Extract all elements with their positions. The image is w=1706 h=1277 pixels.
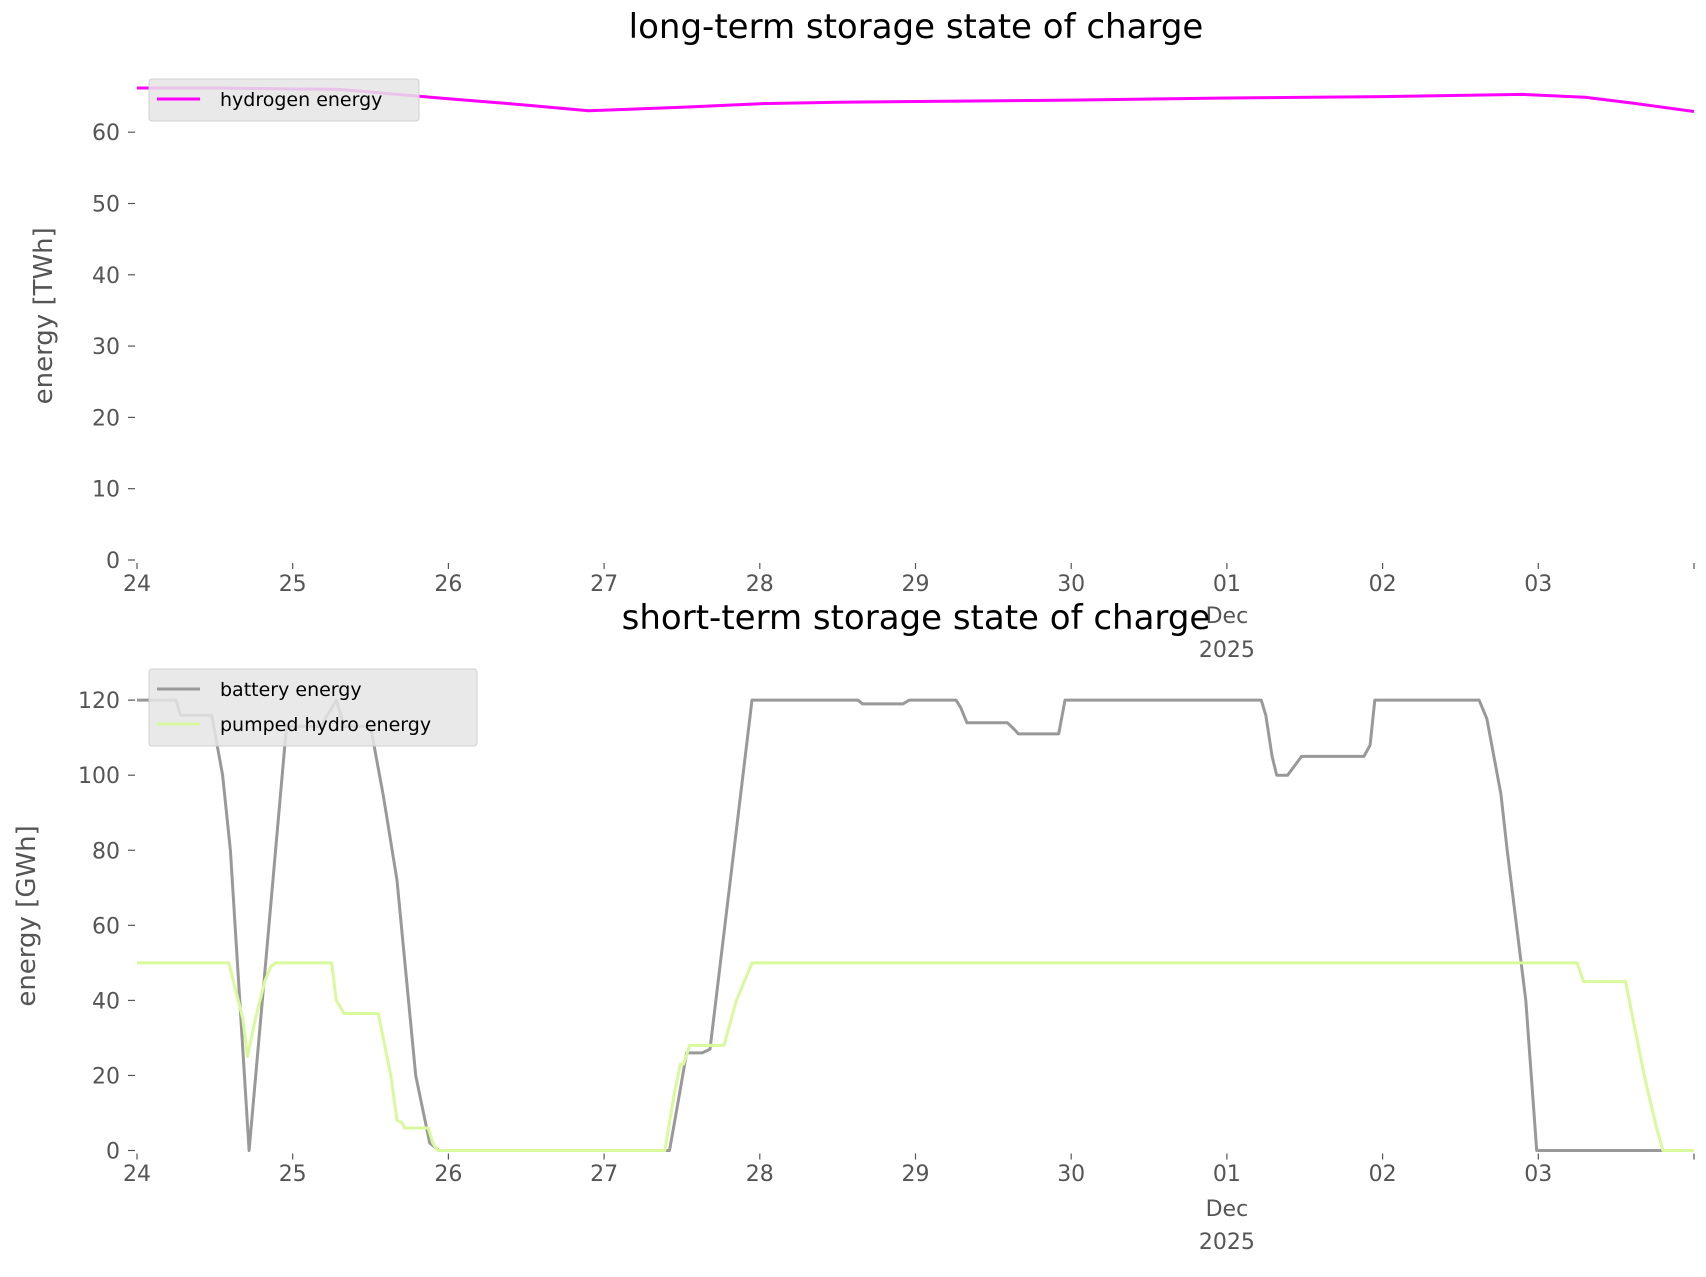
y-tick-label: 10 <box>92 478 120 503</box>
y-tick-label: 60 <box>92 121 120 146</box>
series-line-battery-energy <box>137 698 1694 1152</box>
x-tick-label: 29 <box>902 572 930 597</box>
x-tick-label: 27 <box>590 1162 618 1187</box>
x-tick-label: 24 <box>123 572 151 597</box>
y-tick-label: 120 <box>78 689 120 714</box>
x-tick-label: 27 <box>590 572 618 597</box>
x-tick-label: 30 <box>1057 1162 1085 1187</box>
x-tick-label: 03 <box>1524 1162 1552 1187</box>
y-tick-label: 40 <box>92 989 120 1014</box>
y-tick-label: 0 <box>106 549 120 574</box>
y-tick-label: 60 <box>92 914 120 939</box>
y-tick-label: 20 <box>92 1064 120 1089</box>
chart-title: long-term storage state of charge <box>629 7 1204 47</box>
y-axis-label: energy [TWh] <box>29 227 59 404</box>
x-tick-sublabel: 2025 <box>1199 1230 1255 1255</box>
legend-box <box>148 668 478 747</box>
legend-label: pumped hydro energy <box>220 714 431 736</box>
y-tick-label: 50 <box>92 193 120 218</box>
y-tick-label: 20 <box>92 406 120 431</box>
x-tick-label: 02 <box>1369 572 1397 597</box>
x-tick-label: 01 <box>1213 1162 1241 1187</box>
y-axis-label: energy [GWh] <box>12 825 42 1006</box>
x-tick-sublabel: Dec <box>1206 1197 1249 1222</box>
y-tick-label: 40 <box>92 264 120 289</box>
legend-label: battery energy <box>220 679 362 701</box>
x-tick-label: 25 <box>279 572 307 597</box>
y-tick-label: 0 <box>106 1140 120 1165</box>
legend-box <box>148 78 420 122</box>
x-tick-label: 30 <box>1057 572 1085 597</box>
y-tick-label: 80 <box>92 839 120 864</box>
x-tick-sublabel: Dec <box>1206 604 1249 629</box>
x-tick-label: 28 <box>746 1162 774 1187</box>
x-tick-label: 26 <box>434 572 462 597</box>
chart-title: short-term storage state of charge <box>622 598 1211 638</box>
x-tick-label: 29 <box>902 1162 930 1187</box>
x-tick-label: 26 <box>434 1162 462 1187</box>
legend-label: hydrogen energy <box>220 89 382 111</box>
x-tick-label: 03 <box>1524 572 1552 597</box>
y-tick-label: 30 <box>92 335 120 360</box>
x-tick-label: 01 <box>1213 572 1241 597</box>
x-tick-label: 02 <box>1369 1162 1397 1187</box>
x-tick-label: 24 <box>123 1162 151 1187</box>
x-tick-label: 28 <box>746 572 774 597</box>
x-tick-sublabel: 2025 <box>1199 638 1255 663</box>
x-tick-label: 25 <box>279 1162 307 1187</box>
series-line-pumped-hydro-energy <box>137 961 1694 1152</box>
y-tick-label: 100 <box>78 764 120 789</box>
